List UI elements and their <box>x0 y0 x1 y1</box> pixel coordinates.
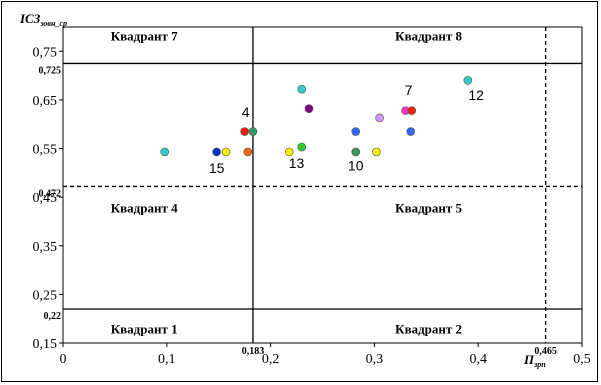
x-tick-label: 0 <box>60 352 67 367</box>
quadrant-label: Квадрант 4 <box>111 201 178 216</box>
point-label: 15 <box>209 160 225 176</box>
vertical-threshold-label: 0,183 <box>242 346 265 357</box>
vertical-threshold-label: 0,465 <box>534 346 557 357</box>
quadrant-label: Квадрант 5 <box>395 201 462 216</box>
plot-area-border <box>62 26 583 344</box>
y-tick-label: 0,65 <box>33 94 58 109</box>
x-tick-label: 0,1 <box>158 352 176 367</box>
quadrant-label: Квадрант 7 <box>111 29 178 44</box>
quadrant-label: Квадрант 2 <box>395 321 462 336</box>
x-tick-label: 0,4 <box>469 352 487 367</box>
data-point <box>248 127 258 136</box>
data-point <box>297 84 307 94</box>
data-point <box>351 147 361 157</box>
x-tick-label: 0,5 <box>573 352 591 367</box>
threshold-lines: 0,183 0,465 0,22 0,472 0,725 <box>39 27 582 357</box>
y-tick-label: 0,15 <box>33 337 58 352</box>
x-axis-title: Пзрп <box>523 352 546 369</box>
quadrant-label: Квадрант 8 <box>395 29 462 44</box>
data-point <box>240 127 249 136</box>
data-point <box>160 147 170 157</box>
point-label: 4 <box>242 104 250 120</box>
data-point <box>297 142 307 152</box>
quadrant-labels: Квадрант 7 Квадрант 8 Квадрант 4 Квадрант 5… <box>111 29 463 337</box>
data-point <box>212 147 221 157</box>
data-point <box>284 147 294 157</box>
data-point <box>407 106 417 115</box>
horizontal-threshold-label: 0,725 <box>39 65 62 76</box>
x-tick-label: 0,2 <box>262 352 280 367</box>
data-point <box>304 104 314 113</box>
y-tick-label: 0,45 <box>33 191 58 206</box>
y-tick-label: 0,25 <box>33 288 58 303</box>
horizontal-threshold-label: 0,472 <box>39 188 62 199</box>
data-point <box>463 76 473 85</box>
point-label: 10 <box>348 157 364 173</box>
point-labels: 15 4 13 10 7 12 <box>209 82 484 176</box>
y-axis-title: ІСЗзовн_ср <box>19 11 67 28</box>
axis-ticks: 0 0,1 0,2 0,3 0,4 0,5 0,15 0,25 0,35 0,45 0,55 0,65… <box>33 45 591 367</box>
x-tick-label: 0,3 <box>366 352 384 367</box>
data-point <box>372 147 381 157</box>
y-tick-label: 0,55 <box>33 143 58 158</box>
data-point <box>375 113 384 123</box>
quadrant-label: Квадрант 1 <box>111 321 178 336</box>
data-points <box>160 76 473 157</box>
horizontal-threshold-label: 0,22 <box>44 311 62 322</box>
point-label: 7 <box>405 82 413 98</box>
point-label: 13 <box>289 155 305 171</box>
data-point <box>243 147 253 157</box>
data-point <box>221 147 231 157</box>
y-tick-label: 0,35 <box>33 240 58 255</box>
y-tick-label: 0,75 <box>33 45 58 60</box>
point-label: 12 <box>468 87 484 103</box>
data-point <box>406 127 416 136</box>
data-point <box>351 127 361 136</box>
